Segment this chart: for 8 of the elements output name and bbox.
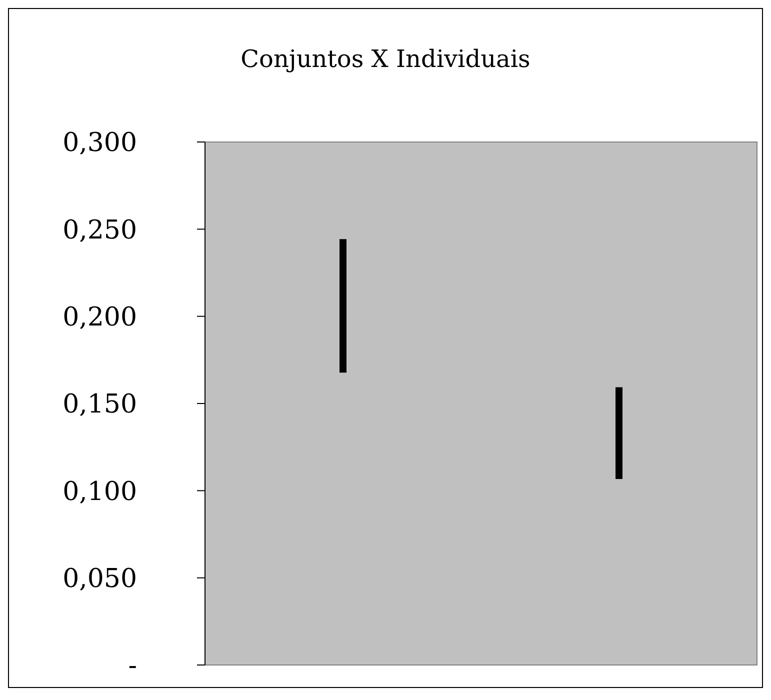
y-tick-label: -	[128, 651, 137, 682]
y-tick-label: 0,300	[62, 128, 137, 158]
y-tick-label: 0,100	[62, 476, 137, 507]
y-tick-label: 0,050	[62, 564, 137, 594]
y-tick-label: 0,150	[62, 390, 137, 420]
chart-title: Conjuntos X Individuais	[240, 44, 532, 75]
y-tick-label: 0,250	[62, 215, 137, 246]
y-tick-label: 0,200	[62, 302, 137, 333]
